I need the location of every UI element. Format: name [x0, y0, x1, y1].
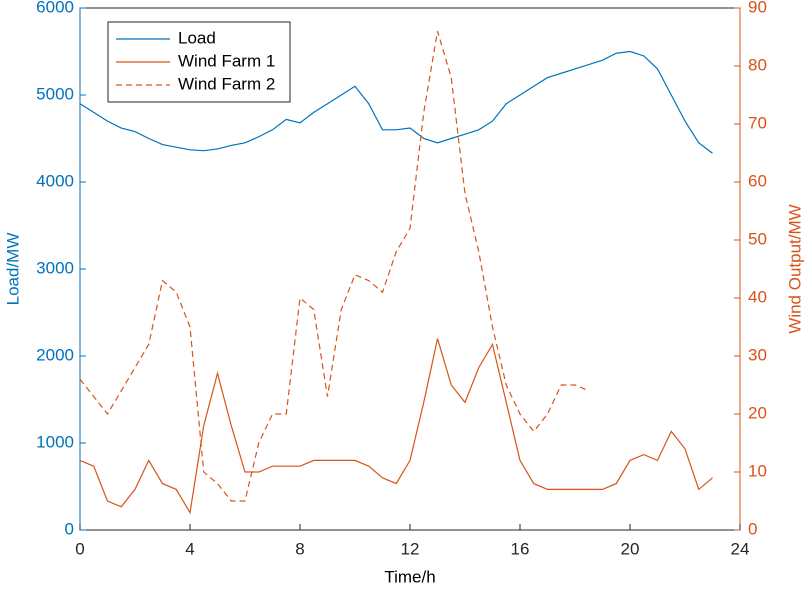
y2-tick-label: 70 [748, 113, 767, 132]
x-tick-label: 16 [511, 539, 530, 558]
y-tick-label: 5000 [36, 84, 74, 103]
y-tick-label: 2000 [36, 345, 74, 364]
y-tick-label: 6000 [36, 0, 74, 16]
y2-tick-label: 60 [748, 171, 767, 190]
x-tick-label: 12 [401, 539, 420, 558]
legend-label: Wind Farm 1 [178, 51, 275, 70]
y2-tick-label: 10 [748, 461, 767, 480]
y2-tick-label: 90 [748, 0, 767, 16]
y2-tick-label: 0 [748, 519, 757, 538]
x-tick-label: 4 [185, 539, 194, 558]
x-tick-label: 8 [295, 539, 304, 558]
x-tick-label: 24 [731, 539, 750, 558]
series-line [79, 31, 589, 502]
x-tick-label: 20 [621, 539, 640, 558]
series-line [79, 338, 713, 515]
x-axis-label: Time/h [384, 567, 435, 586]
legend-label: Wind Farm 2 [178, 74, 275, 93]
legend-label: Load [178, 28, 216, 47]
x-tick-label: 0 [75, 539, 84, 558]
y2-tick-label: 80 [748, 55, 767, 74]
y2-tick-label: 50 [748, 229, 767, 248]
y-tick-label: 4000 [36, 171, 74, 190]
y2-axis-label: Wind Output/MW [785, 204, 804, 333]
y2-tick-label: 40 [748, 287, 767, 306]
y-tick-label: 0 [65, 519, 74, 538]
y-tick-label: 3000 [36, 258, 74, 277]
y-axis-label: Load/MW [3, 233, 22, 306]
series-line [79, 50, 713, 154]
y2-tick-label: 30 [748, 345, 767, 364]
y-tick-label: 1000 [36, 432, 74, 451]
y2-tick-label: 20 [748, 403, 767, 422]
